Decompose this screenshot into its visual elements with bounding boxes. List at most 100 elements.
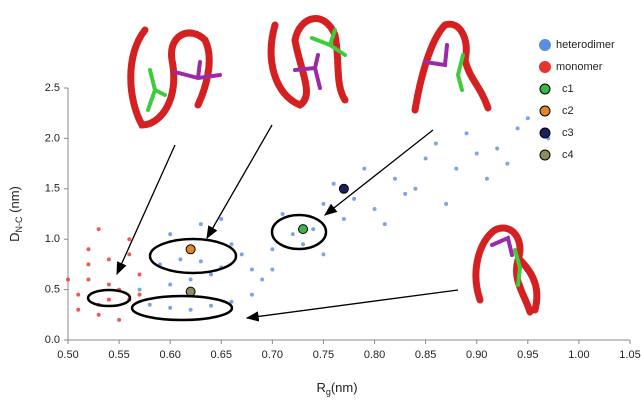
point: [331, 181, 336, 186]
y-label-sub: N-C: [14, 216, 24, 232]
x-axis-label: Rg(nm): [316, 380, 357, 397]
point: [260, 277, 265, 282]
point: [76, 292, 81, 297]
point: [321, 201, 326, 206]
cluster-point: [185, 286, 196, 297]
point: [86, 262, 91, 267]
x-tick-label: 0.80: [364, 349, 385, 361]
legend-marker: [539, 61, 551, 73]
point: [198, 259, 203, 264]
point: [433, 141, 438, 146]
y-label-unit: (nm): [7, 186, 22, 216]
point: [198, 222, 203, 227]
x-tick-label: 0.70: [262, 349, 283, 361]
x-tick-label: 0.75: [313, 349, 334, 361]
point: [352, 196, 357, 201]
point: [96, 312, 101, 317]
point: [106, 282, 111, 287]
x-tick-label: 0.55: [108, 349, 129, 361]
point: [392, 176, 397, 181]
point: [413, 186, 418, 191]
point: [321, 252, 326, 257]
arrow: [206, 124, 273, 240]
arrow: [116, 144, 176, 276]
point: [341, 217, 346, 222]
arrow: [323, 129, 434, 216]
cluster-point: [338, 183, 349, 194]
structure: [411, 20, 492, 114]
y-label-main: D: [7, 232, 22, 241]
legend-label: c4: [562, 149, 574, 161]
point: [403, 191, 408, 196]
point: [239, 252, 244, 257]
point: [495, 146, 500, 151]
point: [372, 206, 377, 211]
y-tick-label: 0.0: [45, 334, 60, 346]
legend-label: c3: [562, 127, 574, 139]
point: [362, 166, 367, 171]
x-tick-label: 0.85: [415, 349, 436, 361]
point: [86, 247, 91, 252]
y-tick-label: 1.0: [45, 233, 60, 245]
x-tick-label: 1.00: [568, 349, 589, 361]
x-label-sub: g: [326, 387, 331, 397]
legend-label: heterodimer: [556, 39, 615, 51]
point: [444, 201, 449, 206]
point: [66, 277, 70, 282]
structure: [127, 26, 222, 129]
x-tick-label: 0.95: [517, 349, 538, 361]
point: [168, 282, 173, 287]
cluster-point: [298, 224, 309, 235]
point: [249, 267, 254, 272]
legend-label: c2: [562, 105, 574, 117]
point: [505, 161, 510, 166]
legend-label: c1: [562, 83, 574, 95]
legend-marker: [539, 127, 551, 139]
legend-marker: [539, 105, 551, 117]
point: [423, 156, 428, 161]
cluster-ellipse: [148, 237, 238, 275]
point: [86, 277, 91, 282]
point: [270, 247, 275, 252]
legend-marker: [539, 149, 551, 161]
x-tick-label: 1.05: [619, 349, 640, 361]
point: [137, 272, 142, 277]
legend-marker: [539, 39, 551, 51]
point: [515, 126, 520, 131]
point: [525, 116, 530, 121]
y-tick-label: 2.5: [45, 82, 60, 94]
cluster-ellipse: [130, 294, 234, 322]
x-label-unit: (nm): [331, 380, 358, 395]
point: [178, 257, 183, 262]
cluster-ellipse: [86, 288, 132, 308]
point: [106, 297, 111, 302]
y-tick-label: 0.5: [45, 284, 60, 296]
point: [127, 237, 132, 242]
legend: heterodimer monomer c1 c2 c3 c4: [539, 39, 615, 161]
point: [76, 307, 81, 312]
point: [127, 252, 132, 257]
point: [454, 166, 459, 171]
point: [209, 272, 214, 277]
point: [117, 317, 122, 322]
x-tick-label: 0.90: [466, 349, 487, 361]
x-tick-label: 0.65: [211, 349, 232, 361]
x-tick-label: 0.50: [57, 349, 78, 361]
cluster-ellipse: [270, 213, 328, 251]
point: [219, 217, 224, 222]
point: [270, 267, 275, 272]
arrow: [245, 289, 459, 322]
x-label-main: R: [316, 380, 325, 395]
point: [147, 302, 152, 307]
point: [188, 277, 193, 282]
annotations: [86, 124, 459, 322]
point: [474, 151, 479, 156]
point: [96, 227, 101, 232]
point: [311, 227, 316, 232]
point: [229, 242, 234, 247]
y-axis-label: DN-C (nm): [7, 186, 24, 242]
point: [280, 212, 285, 216]
point: [249, 292, 254, 297]
point: [382, 222, 387, 227]
